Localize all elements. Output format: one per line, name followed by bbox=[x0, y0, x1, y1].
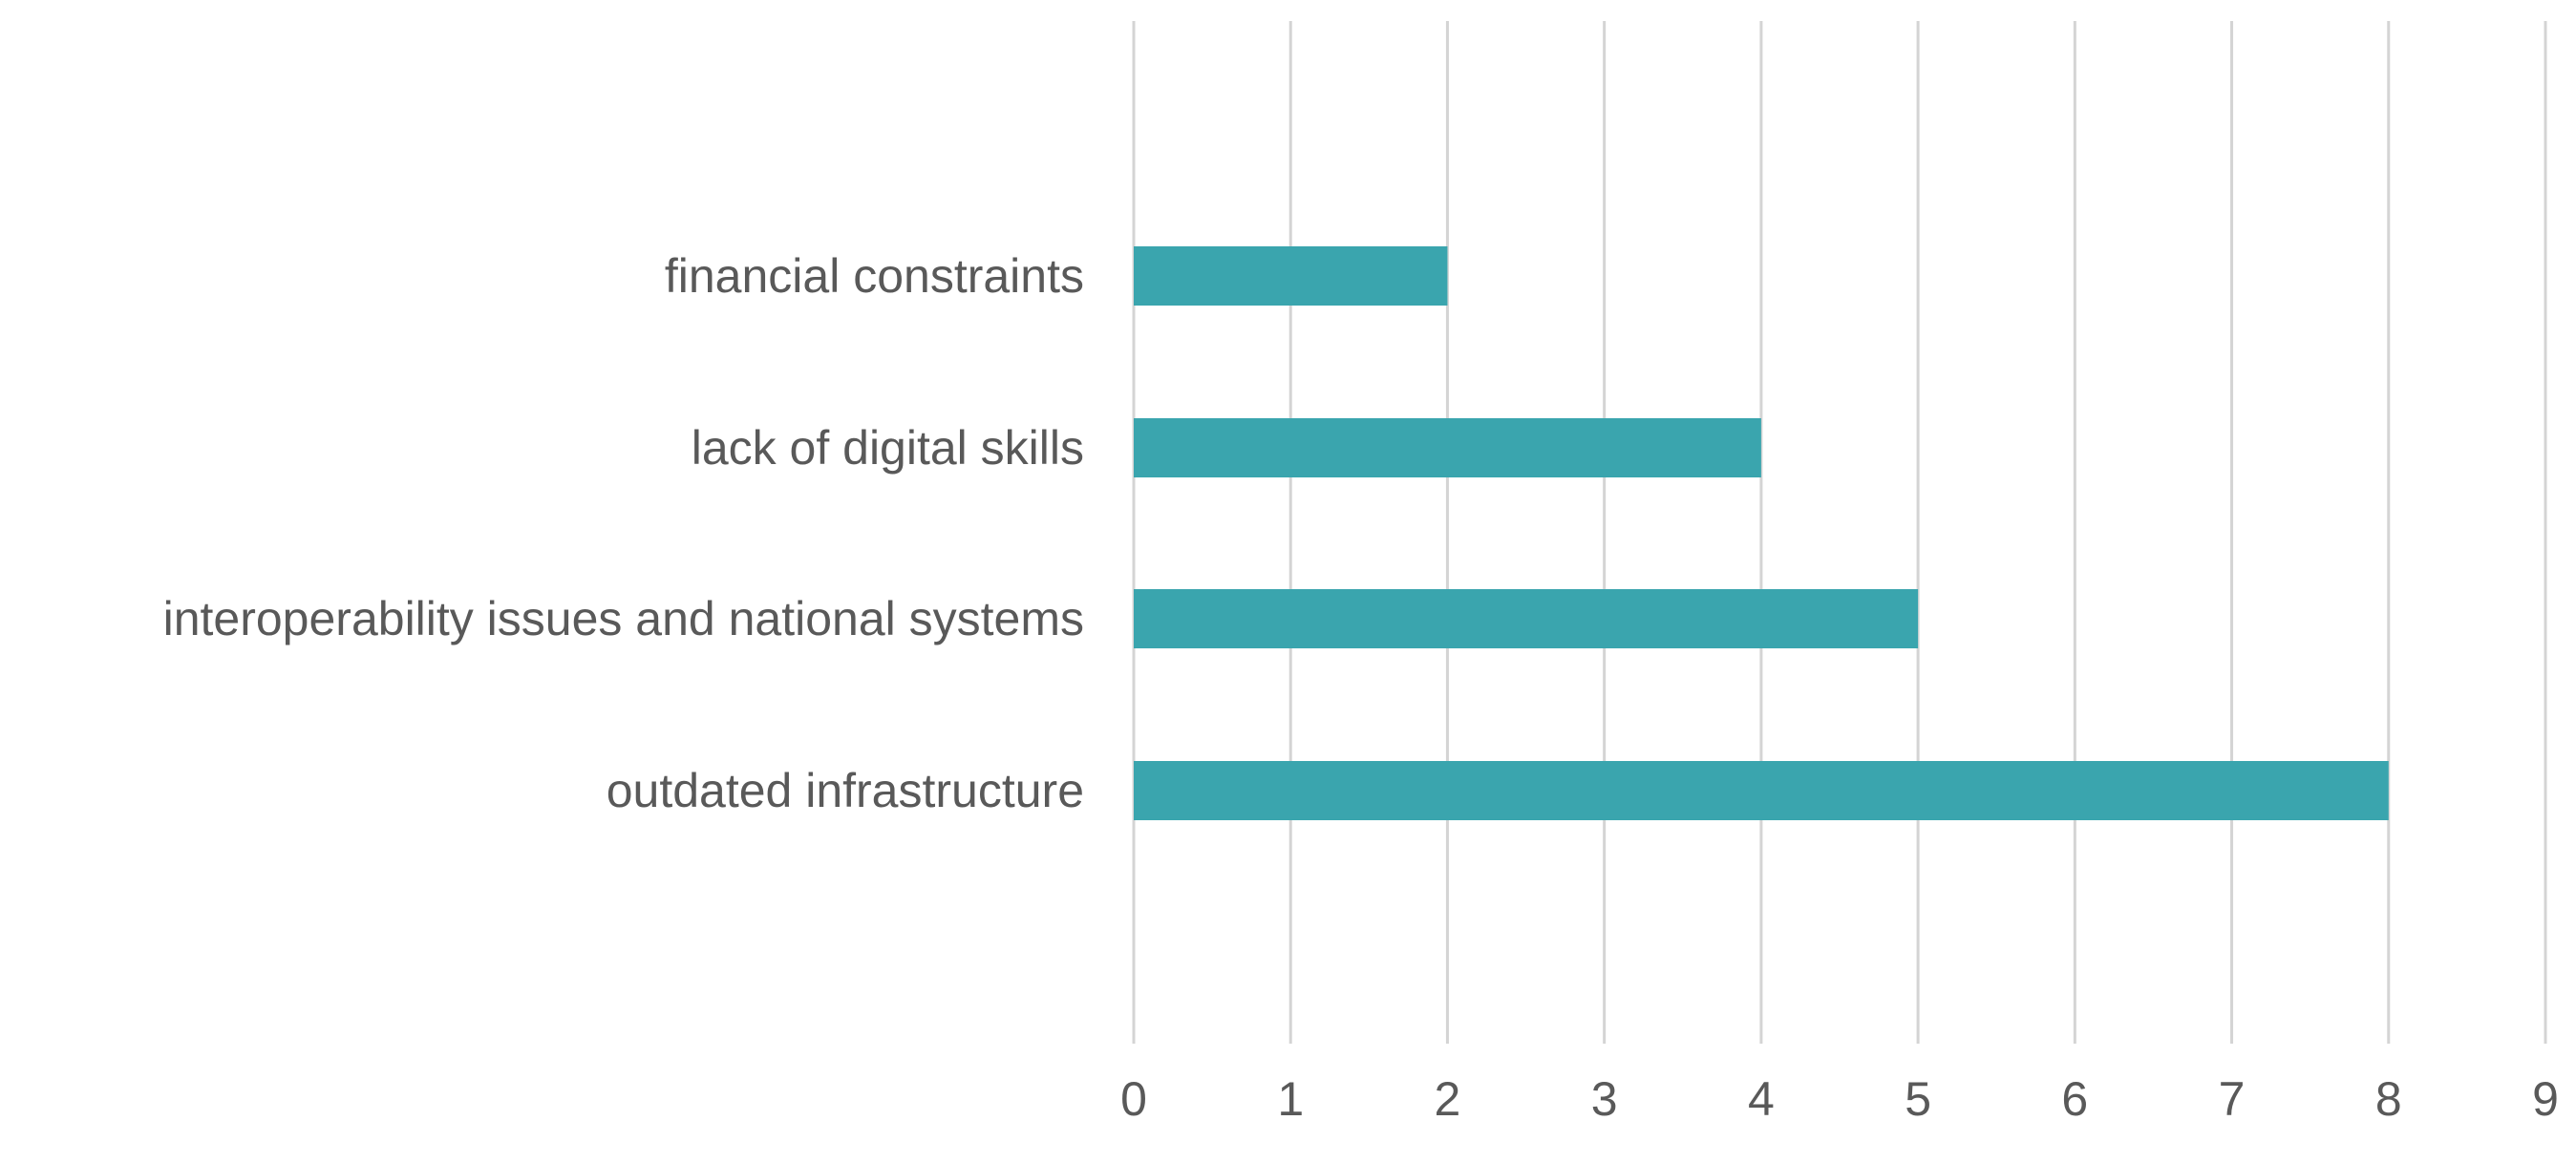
x-tick-label-6: 6 bbox=[2061, 1072, 2088, 1126]
gridlines bbox=[1132, 21, 2547, 1044]
x-tick-label-9: 9 bbox=[2532, 1072, 2559, 1126]
x-tick-label-5: 5 bbox=[1905, 1072, 1931, 1126]
bar-interoperability-issues-and-national-systems bbox=[1134, 589, 1919, 648]
bar-financial-constraints bbox=[1134, 246, 1448, 306]
category-label-outdated-infrastructure: outdated infrastructure bbox=[607, 764, 1084, 817]
category-labels: financial constraints lack of digital ski… bbox=[163, 249, 1084, 817]
category-label-lack-of-digital-skills: lack of digital skills bbox=[692, 421, 1084, 475]
x-tick-label-7: 7 bbox=[2219, 1072, 2246, 1126]
x-tick-label-0: 0 bbox=[1120, 1072, 1147, 1126]
x-tick-label-1: 1 bbox=[1277, 1072, 1304, 1126]
x-tick-label-2: 2 bbox=[1435, 1072, 1461, 1126]
x-tick-label-8: 8 bbox=[2375, 1072, 2402, 1126]
x-tick-label-4: 4 bbox=[1748, 1072, 1775, 1126]
category-label-interoperability-issues-and-national-systems: interoperability issues and national sys… bbox=[163, 592, 1084, 645]
x-tick-label-3: 3 bbox=[1591, 1072, 1618, 1126]
bar-outdated-infrastructure bbox=[1134, 761, 2389, 820]
bar-lack-of-digital-skills bbox=[1134, 418, 1761, 477]
category-label-financial-constraints: financial constraints bbox=[665, 249, 1084, 303]
x-axis-tick-labels: 0 1 2 3 4 5 6 7 8 9 bbox=[1120, 1072, 2559, 1126]
bars bbox=[1134, 246, 2389, 820]
